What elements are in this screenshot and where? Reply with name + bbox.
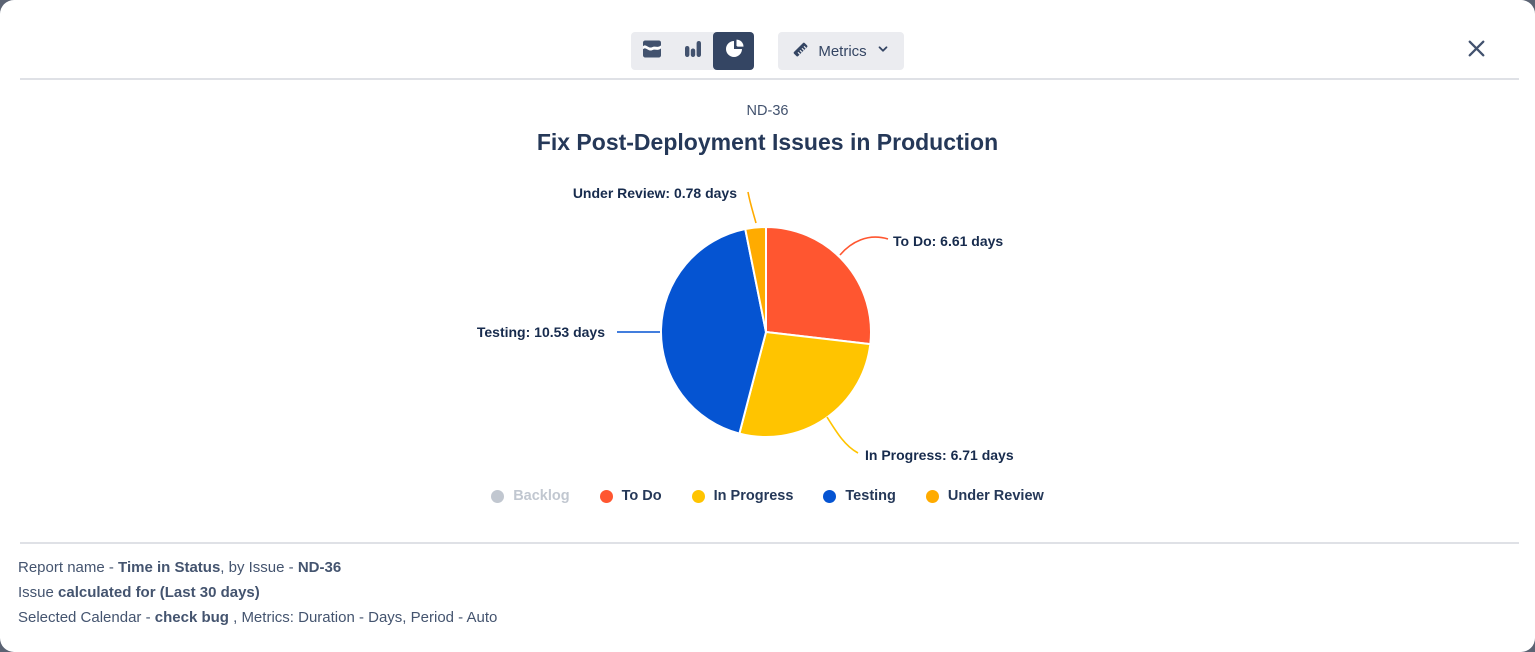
pie-slice-testing[interactable] [660,228,767,435]
bar-chart-button[interactable] [672,32,713,70]
title-block: ND-36 Fix Post-Deployment Issues in Prod… [0,103,1535,156]
legend-label: Under Review [947,488,1044,504]
legend-dot [823,489,837,503]
pie-chart-icon [723,38,745,65]
ruler-icon [792,41,809,62]
pie-callout-label: Testing: 10.53 days [477,324,605,340]
footer-line: Selected Calendar - check bug , Metrics:… [18,609,498,626]
legend-label: To Do [621,488,662,504]
legend-item-testing[interactable]: Testing [823,488,896,504]
footer-line: Issue calculated for (Last 30 days) [18,584,260,601]
chevron-down-icon [876,42,890,60]
callout-leader-line [826,416,859,454]
pie-chart-button[interactable] [713,32,755,70]
callout-leader-line [747,191,757,224]
pie-callout-label: In Progress: 6.71 days [865,447,1014,463]
legend-dot [599,489,613,503]
footer-lines: Report name - Time in Status, by Issue -… [0,542,1535,630]
close-icon [1465,37,1488,65]
legend-label: Testing [845,488,896,504]
pie-chart: To Do: 6.61 days In Progress: 6.71 days Te… [0,163,1535,485]
legend-dot [491,489,505,503]
pie-slice-to-do[interactable] [765,226,872,346]
legend-item-under-review[interactable]: Under Review [925,488,1044,504]
callout-leader-line [839,236,889,256]
issue-key: ND-36 [746,103,789,119]
pie-slice-under-review[interactable] [744,225,767,333]
header-divider [20,78,1519,80]
report-footer: Report name - Time in Status, by Issue -… [0,542,1535,652]
pie-slice-in-progress[interactable] [738,331,872,438]
pie-callout-label: To Do: 6.61 days [893,233,1003,249]
pie-callout-label: Under Review: 0.78 days [573,185,737,201]
chart-toolbar: Metrics [0,32,1535,70]
bar-chart-icon [682,38,704,65]
legend-label: In Progress [713,488,794,504]
legend-item-in-progress[interactable]: In Progress [691,488,794,504]
chart-type-switcher [631,32,755,70]
footer-divider [20,542,1519,544]
metrics-dropdown-button[interactable]: Metrics [778,32,904,70]
chart-legend: Backlog To Do In Progress Testing Under Revi… [0,488,1535,504]
area-chart-icon [641,38,663,65]
page-title: Fix Post-Deployment Issues in Production [536,129,999,155]
legend-item-backlog[interactable]: Backlog [491,488,570,504]
legend-dot [925,489,939,503]
legend-item-to-do[interactable]: To Do [599,488,662,504]
footer-line: Report name - Time in Status, by Issue -… [18,559,342,576]
legend-dot [691,489,705,503]
legend-label: Backlog [513,488,570,504]
close-button[interactable] [1461,36,1491,66]
area-chart-button[interactable] [631,32,672,70]
metrics-label: Metrics [818,42,867,60]
